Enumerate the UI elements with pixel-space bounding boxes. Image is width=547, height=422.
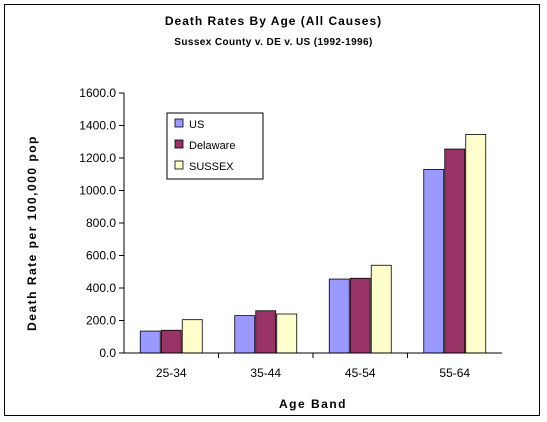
legend: US Delaware SUSSEX (166, 112, 264, 180)
bar-delaware-45-54 (349, 277, 371, 354)
legend-label: Delaware (189, 140, 235, 152)
bars-group (139, 134, 487, 354)
bar-sussex-35-44 (276, 313, 298, 354)
y-tick-label: 400.0 (86, 281, 116, 295)
x-tick-label: 45-54 (345, 366, 376, 380)
bar-us-25-34 (139, 330, 161, 354)
bar-sussex-55-64 (465, 134, 487, 354)
y-ticks-group: 0.0 200.0 400.0 600.0 800.0 1000.0 1200.0 1400.… (79, 86, 124, 360)
y-tick-label: 200.0 (86, 314, 116, 328)
x-tick-label: 35-44 (250, 366, 281, 380)
y-tick-label: 1200.0 (79, 151, 116, 165)
bar-sussex-25-34 (181, 319, 203, 354)
y-tick-label: 600.0 (86, 249, 116, 263)
x-ticks-group: 25-34 35-44 45-54 55-64 (156, 353, 470, 380)
y-tick-label: 800.0 (86, 216, 116, 230)
x-tick-label: 25-34 (156, 366, 187, 380)
y-tick-label: 1000.0 (79, 184, 116, 198)
x-tick-label: 55-64 (439, 366, 470, 380)
y-tick-label: 1600.0 (79, 86, 116, 100)
bar-us-35-44 (234, 315, 256, 354)
y-tick-label: 0.0 (99, 346, 116, 360)
legend-swatch-sussex (174, 160, 184, 170)
y-axis-title: Death Rate per 100,000 pop (25, 135, 39, 331)
y-tick-label: 1400.0 (79, 119, 116, 133)
legend-label: SUSSEX (189, 161, 234, 173)
bar-us-45-54 (328, 278, 350, 354)
chart-subtitle: Sussex County v. DE v. US (1992-1996) (174, 37, 373, 48)
bar-delaware-35-44 (255, 310, 277, 354)
legend-swatch-us (174, 118, 184, 128)
x-axis-title: Age Band (279, 397, 347, 411)
legend-label: US (189, 119, 204, 131)
bar-us-55-64 (423, 168, 445, 354)
legend-swatch-delaware (174, 139, 184, 149)
bar-delaware-55-64 (444, 148, 466, 354)
bar-delaware-25-34 (160, 329, 182, 354)
bar-sussex-45-54 (370, 264, 392, 354)
chart-title: Death Rates By Age (All Causes) (164, 14, 383, 28)
